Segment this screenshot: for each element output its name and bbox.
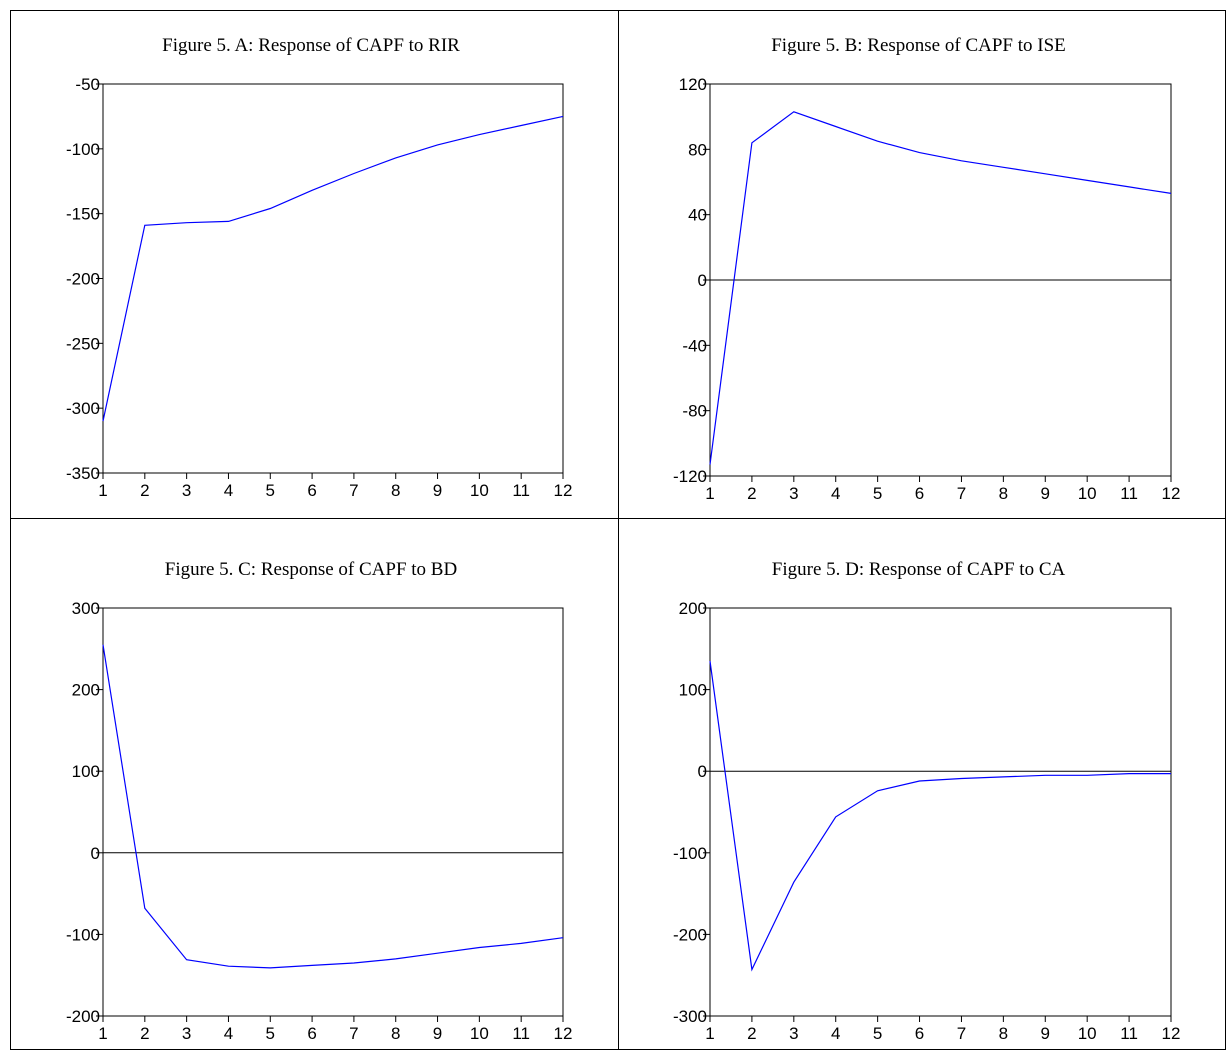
x-tick-label: 1 [98, 1024, 107, 1043]
x-tick-label: 12 [1162, 484, 1181, 503]
y-tick-label: -300 [673, 1007, 707, 1026]
x-tick-label: 6 [915, 1024, 924, 1043]
y-tick-label: 100 [679, 681, 707, 700]
x-tick-label: 3 [182, 1024, 191, 1043]
x-tick-label: 8 [391, 1024, 400, 1043]
response-series-line [709, 111, 1172, 465]
plot-frame [102, 83, 564, 474]
chart-svg-c: Figure 5. C: Response of CAPF to BD -200 -… [66, 559, 573, 1043]
chart-title: Figure 5. D: Response of CAPF to CA [772, 559, 1066, 580]
chart-panel-d: Figure 5. D: Response of CAPF to CA -300 -… [618, 518, 1226, 1050]
y-tick-label: 200 [679, 599, 707, 618]
y-tick-label: 80 [688, 140, 707, 159]
x-tick-label: 10 [470, 1024, 489, 1043]
x-tick-label: 5 [873, 484, 882, 503]
x-tick-label: 1 [705, 484, 714, 503]
y-tick-label: -150 [66, 205, 100, 224]
chart-title: Figure 5. C: Response of CAPF to BD [165, 559, 457, 580]
chart-title: Figure 5. B: Response of CAPF to ISE [771, 35, 1066, 56]
x-tick-label: 8 [999, 484, 1008, 503]
x-tick-label: 12 [1162, 1024, 1181, 1043]
y-tick-label: 0 [698, 762, 707, 781]
x-tick-label: 3 [789, 484, 798, 503]
chart-panel-b: Figure 5. B: Response of CAPF to ISE -120… [618, 10, 1226, 519]
x-tick-label: 9 [433, 1024, 442, 1043]
x-tick-label: 9 [1041, 484, 1050, 503]
y-tick-label: -40 [682, 336, 707, 355]
x-tick-label: 4 [224, 481, 233, 500]
y-tick-label: -100 [66, 925, 100, 944]
plot-frame [709, 607, 1172, 1017]
x-tick-label: 5 [873, 1024, 882, 1043]
x-tick-label: 3 [182, 481, 191, 500]
chart-panel-c: Figure 5. C: Response of CAPF to BD -200 -… [10, 518, 619, 1050]
x-tick-label: 2 [747, 484, 756, 503]
x-tick-label: 7 [349, 1024, 358, 1043]
x-tick-label: 2 [140, 481, 149, 500]
chart-svg-a: Figure 5. A: Response of CAPF to RIR -350… [66, 35, 573, 500]
y-tick-label: -300 [66, 399, 100, 418]
y-tick-label: -120 [673, 467, 707, 486]
x-tick-label: 6 [307, 481, 316, 500]
x-tick-label: 11 [1120, 1024, 1138, 1043]
y-tick-label: 100 [72, 762, 100, 781]
x-tick-label: 4 [831, 1024, 840, 1043]
y-tick-label: 0 [91, 844, 100, 863]
x-tick-label: 11 [512, 1024, 530, 1043]
x-tick-label: 5 [266, 1024, 275, 1043]
y-tick-label: 300 [72, 599, 100, 618]
x-tick-label: 4 [224, 1024, 233, 1043]
x-tick-label: 9 [1041, 1024, 1050, 1043]
y-tick-label: -350 [66, 464, 100, 483]
plot-frame [102, 607, 564, 1017]
x-tick-label: 8 [391, 481, 400, 500]
x-tick-label: 12 [554, 481, 573, 500]
x-tick-label: 9 [433, 481, 442, 500]
x-tick-label: 12 [554, 1024, 573, 1043]
chart-svg-d: Figure 5. D: Response of CAPF to CA -300 -… [673, 559, 1181, 1043]
response-series-line [102, 115, 564, 422]
y-tick-label: -100 [673, 844, 707, 863]
x-tick-label: 6 [915, 484, 924, 503]
x-tick-label: 2 [747, 1024, 756, 1043]
x-tick-label: 6 [307, 1024, 316, 1043]
y-tick-label: -200 [66, 270, 100, 289]
x-tick-label: 10 [1078, 484, 1097, 503]
chart-svg-b: Figure 5. B: Response of CAPF to ISE -120… [673, 35, 1181, 503]
x-tick-label: 3 [789, 1024, 798, 1043]
y-tick-label: 200 [72, 681, 100, 700]
x-tick-label: 7 [957, 1024, 966, 1043]
x-tick-label: 7 [957, 484, 966, 503]
x-tick-label: 8 [999, 1024, 1008, 1043]
x-tick-label: 10 [1078, 1024, 1097, 1043]
x-tick-label: 5 [266, 481, 275, 500]
chart-title: Figure 5. A: Response of CAPF to RIR [162, 35, 460, 56]
y-tick-label: 0 [698, 271, 707, 290]
response-series-line [709, 660, 1171, 972]
x-tick-label: 11 [1120, 484, 1138, 503]
y-tick-label: -200 [673, 925, 707, 944]
x-tick-label: 11 [512, 481, 530, 500]
x-tick-label: 2 [140, 1024, 149, 1043]
y-tick-label: -50 [75, 75, 100, 94]
y-tick-label: -200 [66, 1007, 100, 1026]
y-tick-label: 120 [679, 75, 707, 94]
y-tick-label: 40 [688, 206, 707, 225]
x-tick-label: 7 [349, 481, 358, 500]
y-tick-label: -250 [66, 334, 100, 353]
x-tick-label: 1 [705, 1024, 714, 1043]
figure-grid: Figure 5. A: Response of CAPF to RIR -350… [10, 10, 1226, 1050]
y-tick-label: -100 [66, 140, 100, 159]
x-tick-label: 1 [98, 481, 107, 500]
x-tick-label: 10 [470, 481, 489, 500]
chart-panel-a: Figure 5. A: Response of CAPF to RIR -350… [10, 10, 619, 519]
x-tick-label: 4 [831, 484, 840, 503]
response-series-line [102, 644, 564, 969]
y-tick-label: -80 [682, 402, 707, 421]
